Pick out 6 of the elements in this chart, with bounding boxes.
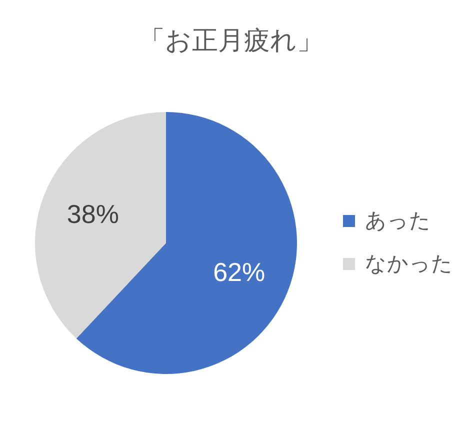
pie-slice — [35, 112, 166, 338]
legend-label: なかった — [365, 252, 453, 276]
data-label: 62% — [213, 256, 266, 287]
data-label: 38% — [66, 199, 119, 230]
legend-label: あった — [365, 210, 431, 232]
chart-title: 「お正月疲れ」 — [139, 25, 323, 55]
